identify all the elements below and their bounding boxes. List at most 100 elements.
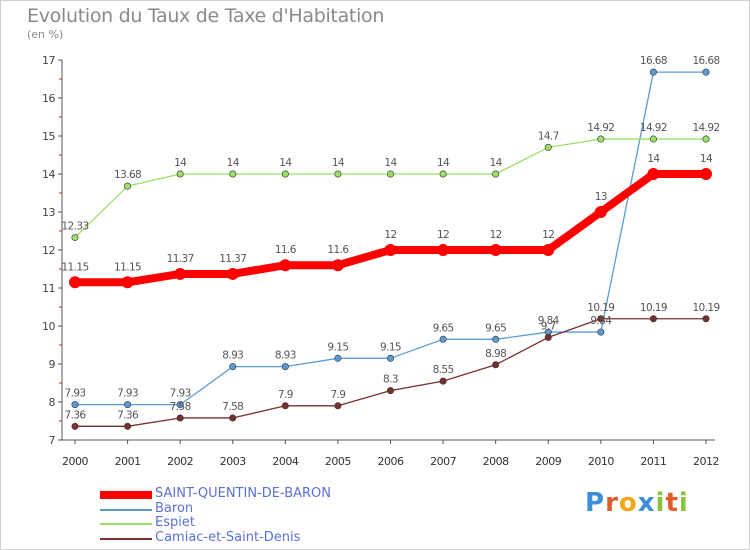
x-tick-label: 2008 (483, 455, 509, 468)
legend-label: Camiac-et-Saint-Denis (155, 530, 301, 545)
data-point (226, 267, 239, 280)
data-label: 14 (174, 157, 187, 169)
data-label: 8.98 (485, 348, 506, 360)
data-point (489, 244, 502, 256)
x-tick-label: 2009 (535, 455, 561, 468)
y-tick-label: 9 (49, 358, 56, 371)
data-labels: 7.93 7.93 7.93 8.93 8.93 9.15 9.15 9.65 9.65 9.84… (61, 55, 720, 421)
data-point (597, 135, 605, 143)
data-label: 9.65 (485, 322, 506, 334)
data-label: 11.37 (167, 253, 194, 265)
series-lines (69, 68, 712, 430)
data-point (281, 402, 289, 410)
data-label: 14.92 (692, 122, 719, 134)
data-point (281, 363, 289, 371)
data-point (331, 259, 344, 272)
proxiti-logo: Proxiti (585, 488, 689, 518)
data-point (597, 315, 605, 323)
data-label: 11.15 (114, 261, 141, 273)
logo-letter: i (678, 488, 689, 518)
data-label: 10.19 (640, 302, 667, 314)
y-tick-label: 16 (42, 92, 55, 105)
data-point (386, 170, 394, 178)
y-tick-label: 14 (42, 168, 55, 181)
data-point (176, 170, 184, 178)
data-point (492, 335, 500, 343)
data-point (334, 402, 342, 410)
data-point (649, 315, 657, 323)
logo-letter: i (655, 488, 666, 518)
data-label: 11.6 (327, 244, 349, 256)
x-tick-label: 2012 (693, 455, 719, 468)
data-label: 14.7 (538, 130, 559, 142)
data-label: 7.93 (65, 388, 86, 400)
chart-title: Evolution du Taux de Taxe d'Habitation (27, 5, 385, 27)
data-point (439, 335, 447, 343)
y-tick-label: 8 (49, 396, 56, 409)
data-label: 9.65 (433, 322, 454, 334)
y-tick-label: 12 (42, 244, 55, 257)
data-point (649, 135, 657, 143)
data-label: 12 (384, 229, 396, 241)
data-point (124, 401, 132, 409)
legend-swatch (100, 509, 152, 511)
data-point (594, 206, 607, 218)
legend-swatch (100, 538, 152, 540)
x-tick-label: 2005 (325, 455, 351, 468)
data-label: 11.6 (275, 244, 297, 256)
series-line (74, 138, 707, 239)
data-label: 7.93 (117, 388, 138, 400)
legend-item-camiac-et-saint-denis: Camiac-et-Saint-Denis (100, 530, 400, 546)
data-label: 12 (437, 229, 449, 241)
data-label: 11.15 (61, 261, 88, 273)
legend-swatch (100, 523, 152, 525)
data-label: 7.36 (65, 409, 87, 421)
data-label: 12 (490, 229, 502, 241)
x-tick-label: 2010 (588, 455, 614, 468)
data-label: 10.19 (692, 302, 719, 314)
data-point (176, 414, 184, 422)
y-tick-label: 17 (42, 54, 55, 67)
data-label: 13.68 (114, 169, 141, 181)
data-point (71, 233, 79, 241)
data-label: 9.15 (380, 341, 401, 353)
data-point (492, 170, 500, 178)
data-label: 14 (227, 157, 240, 169)
data-point (439, 170, 447, 178)
data-label: 14 (279, 157, 292, 169)
x-tick-label: 2001 (115, 455, 141, 468)
data-label: 14.92 (587, 122, 614, 134)
data-label: 10.19 (587, 302, 614, 314)
data-point (702, 68, 710, 76)
y-tick-label: 7 (49, 434, 56, 447)
data-label: 9.7 (541, 320, 556, 332)
data-point (281, 170, 289, 178)
data-point (124, 422, 132, 430)
data-label: 7.58 (222, 401, 243, 413)
data-point (386, 354, 394, 362)
y-tick-label: 15 (42, 130, 55, 143)
data-point (279, 259, 292, 272)
data-label: 14 (384, 157, 397, 169)
y-tick-label: 11 (42, 282, 55, 295)
data-label: 7.9 (278, 389, 293, 401)
axes: 7 8 9 10 11 12 13 14 15 16 17 2000 2001 2002 2003 2004 2… (42, 54, 720, 468)
data-label: 14 (437, 157, 450, 169)
data-point (700, 168, 712, 180)
data-point (176, 401, 184, 409)
data-point (229, 170, 237, 178)
data-point (386, 387, 394, 395)
x-tick-label: 2007 (430, 455, 456, 468)
data-point (649, 68, 657, 76)
data-label: 9.15 (327, 341, 348, 353)
data-point (544, 143, 552, 151)
data-label: 8.3 (383, 374, 398, 386)
y-tick-label: 13 (42, 206, 55, 219)
data-point (229, 414, 237, 422)
data-label: 11.37 (219, 253, 246, 265)
legend-label: Baron (155, 501, 194, 516)
data-label: 9.84 (538, 315, 560, 327)
data-label: 7.36 (117, 409, 139, 421)
data-label: 13 (595, 191, 607, 203)
x-tick-label: 2002 (167, 455, 193, 468)
